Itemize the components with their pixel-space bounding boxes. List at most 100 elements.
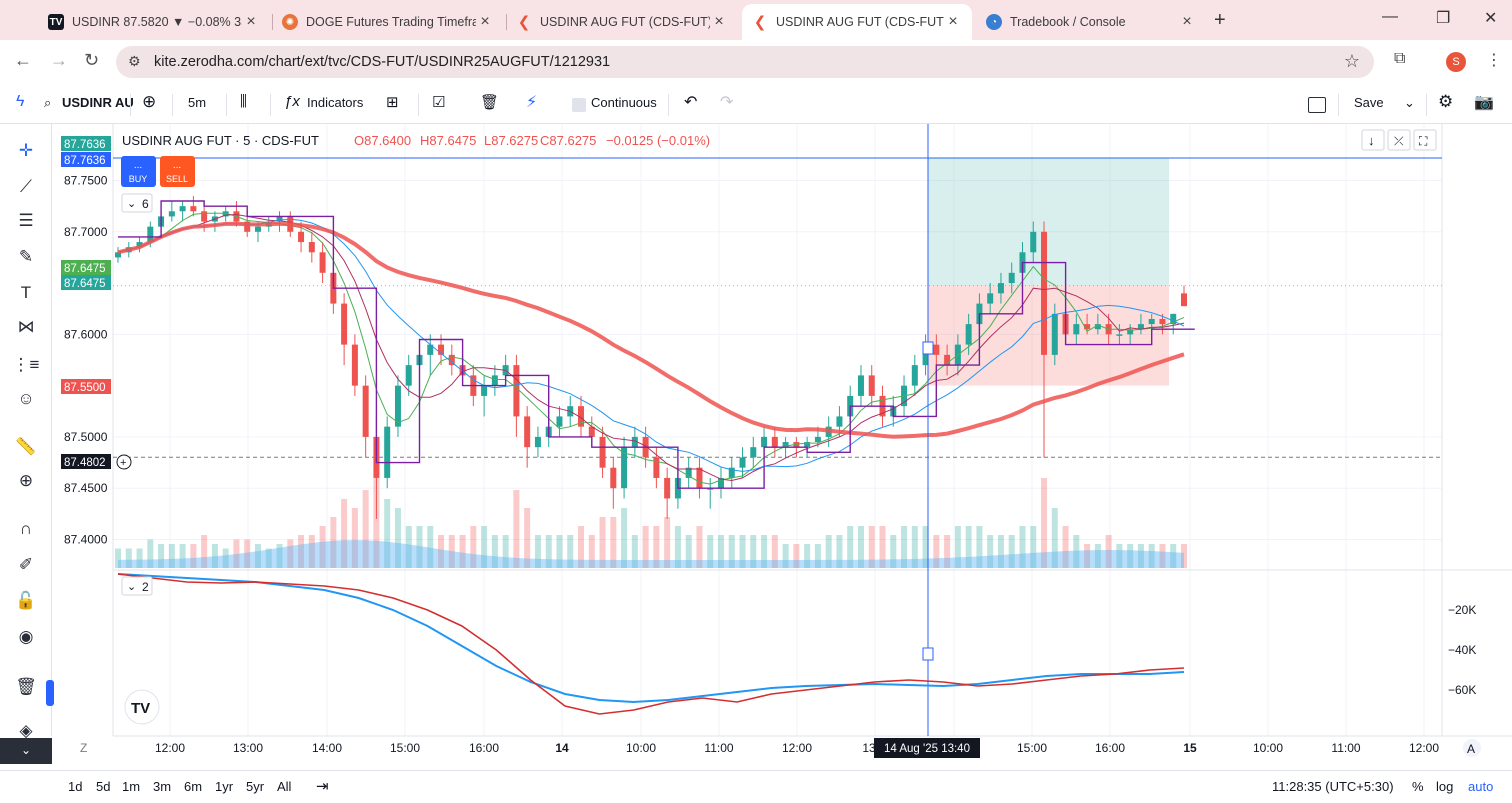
continuous-checkbox[interactable]: [572, 98, 586, 112]
eye-icon[interactable]: ◉: [18, 627, 34, 646]
volume-bar: [1159, 544, 1166, 568]
range-6m[interactable]: 6m: [184, 779, 203, 794]
price-badge: [61, 275, 111, 290]
indicators-button[interactable]: Indicators: [307, 95, 364, 110]
redo-icon[interactable]: ↷: [720, 94, 734, 111]
candle: [750, 447, 757, 458]
magnet-icon[interactable]: ∩: [19, 519, 33, 538]
flash-icon[interactable]: ⚡: [526, 94, 538, 111]
volume-bar: [1181, 544, 1187, 568]
close-icon[interactable]: ×: [948, 13, 958, 30]
site-info-icon[interactable]: ⚙: [128, 53, 141, 69]
compare-add-icon[interactable]: ⊕: [142, 92, 157, 111]
clock[interactable]: 11:28:35 (UTC+5:30): [1272, 779, 1394, 794]
fib-lines-icon[interactable]: ☰: [18, 211, 34, 230]
time-tick: 16:00: [1095, 741, 1125, 755]
bookmark-star-icon[interactable]: ☆: [1343, 51, 1360, 71]
volume-bar: [728, 535, 735, 568]
url-text: kite.zerodha.com/chart/ext/tvc/CDS-FUT/U…: [154, 54, 611, 70]
supertrend-line: [118, 200, 1195, 489]
goto-date-icon[interactable]: ⇥: [316, 778, 329, 795]
pattern-icon[interactable]: ⋈: [17, 317, 35, 336]
browser-menu-icon[interactable]: ⋮: [1486, 52, 1502, 69]
ma-thick-line: [117, 221, 1185, 439]
layers-icon[interactable]: ◈: [19, 721, 33, 740]
close-icon[interactable]: ×: [246, 13, 256, 30]
sell-button[interactable]: [160, 156, 195, 187]
search-icon[interactable]: ⌕: [44, 95, 52, 110]
auto-toggle[interactable]: auto: [1468, 779, 1494, 794]
oscillator-toggle[interactable]: [121, 576, 153, 596]
trend-line-icon[interactable]: ⟋: [20, 177, 32, 196]
camera-icon[interactable]: 📷: [1474, 94, 1494, 111]
symbol-search[interactable]: USDINR AU: [62, 95, 134, 110]
extensions-icon[interactable]: ⧉: [1394, 50, 1406, 67]
chevron-down-icon[interactable]: ⌄: [1404, 95, 1415, 110]
interval-button[interactable]: 5m: [188, 95, 207, 110]
address-bar[interactable]: ⚙ kite.zerodha.com/chart/ext/tvc/CDS-FUT…: [116, 46, 1374, 78]
new-tab-button[interactable]: +: [1214, 9, 1226, 31]
browser-tab-kite-1[interactable]: ❮ USDINR AUG FUT (CDS-FUT) - K ×: [506, 4, 738, 40]
close-icon[interactable]: ×: [480, 13, 490, 30]
buy-button[interactable]: [121, 156, 156, 187]
range-5d[interactable]: 5d: [96, 779, 111, 794]
range-5yr[interactable]: 5yr: [246, 779, 265, 794]
volume-bar: [1019, 526, 1026, 568]
volume-bar: [308, 535, 315, 568]
templates-icon[interactable]: ⊞: [386, 94, 399, 111]
text-icon[interactable]: T: [20, 283, 32, 302]
oscillator-count: 2: [142, 580, 149, 594]
emoji-icon[interactable]: ☺: [17, 389, 35, 408]
ruler-icon[interactable]: 📏: [15, 437, 37, 456]
close-icon[interactable]: ×: [714, 13, 724, 30]
collapse-button[interactable]: [1387, 129, 1411, 151]
crosshair-icon[interactable]: ✛: [18, 141, 34, 160]
candle: [362, 385, 369, 437]
reload-icon[interactable]: ↻: [84, 50, 100, 70]
minimize-icon[interactable]: —: [1382, 8, 1398, 25]
volume-bar: [168, 544, 175, 568]
trash-icon[interactable]: 🗑: [15, 677, 37, 696]
lock-icon[interactable]: 🔓: [15, 591, 37, 610]
profile-avatar[interactable]: S: [1446, 52, 1466, 72]
indicators-toggle[interactable]: [121, 193, 153, 213]
range-1d[interactable]: 1d: [68, 779, 83, 794]
range-1yr[interactable]: 1yr: [215, 779, 234, 794]
price-chart[interactable]: 87.7500 87.7000 87.6000 87.5000 87.4500 87.40…: [0, 124, 1512, 772]
chart-area[interactable]: 87.7500 87.7000 87.6000 87.5000 87.4500 87.40…: [0, 124, 1512, 772]
forward-icon[interactable]: →: [50, 50, 68, 70]
browser-tab-console[interactable]: ◔ Tradebook / Console ×: [976, 4, 1206, 40]
maximize-button[interactable]: [1413, 129, 1437, 151]
undo-icon[interactable]: ↶: [684, 94, 698, 111]
lightning-icon[interactable]: ϟ: [16, 93, 25, 110]
log-toggle[interactable]: log: [1436, 779, 1454, 794]
browser-tab-tradingview[interactable]: TV USDINR 87.5820 ▼ −0.08% 3ST ×: [38, 4, 270, 40]
indicators-icon[interactable]: ƒx: [284, 93, 300, 110]
range-1m[interactable]: 1m: [122, 779, 141, 794]
layout-icon[interactable]: [1308, 97, 1326, 113]
browser-tab-doge[interactable]: ✺ DOGE Futures Trading Timefran ×: [272, 4, 504, 40]
settings-gear-icon[interactable]: ⚙: [1438, 92, 1454, 111]
price-badge-label: 87.6475: [64, 263, 106, 275]
save-button[interactable]: Save: [1354, 95, 1384, 110]
close-icon[interactable]: ×: [1182, 13, 1192, 30]
brush-icon[interactable]: ✎: [18, 247, 34, 266]
collapse-toolbar-button[interactable]: ⌄: [0, 738, 52, 764]
scroll-down-button[interactable]: [1361, 129, 1385, 151]
prediction-icon[interactable]: ⋮≡: [12, 355, 40, 374]
restore-icon[interactable]: ❐: [1436, 10, 1451, 27]
candle-style-icon[interactable]: ⫼: [240, 93, 247, 110]
browser-tab-kite-active[interactable]: ❮ USDINR AUG FUT (CDS-FUT) - K ×: [742, 4, 972, 40]
back-icon[interactable]: ←: [14, 50, 32, 70]
trash-icon[interactable]: 🗑: [480, 94, 500, 111]
close-window-icon[interactable]: ✕: [1484, 10, 1498, 27]
volume-bar: [814, 544, 821, 568]
volume-bar: [1170, 544, 1177, 568]
lock-pencil-icon[interactable]: ✐: [18, 555, 34, 574]
percent-toggle[interactable]: %: [1412, 779, 1424, 794]
alert-check-icon[interactable]: ☑: [432, 94, 446, 111]
range-3m[interactable]: 3m: [153, 779, 172, 794]
expand-handle[interactable]: [46, 680, 54, 706]
range-all[interactable]: All: [277, 779, 292, 794]
zoom-in-icon[interactable]: ⊕: [18, 471, 34, 490]
